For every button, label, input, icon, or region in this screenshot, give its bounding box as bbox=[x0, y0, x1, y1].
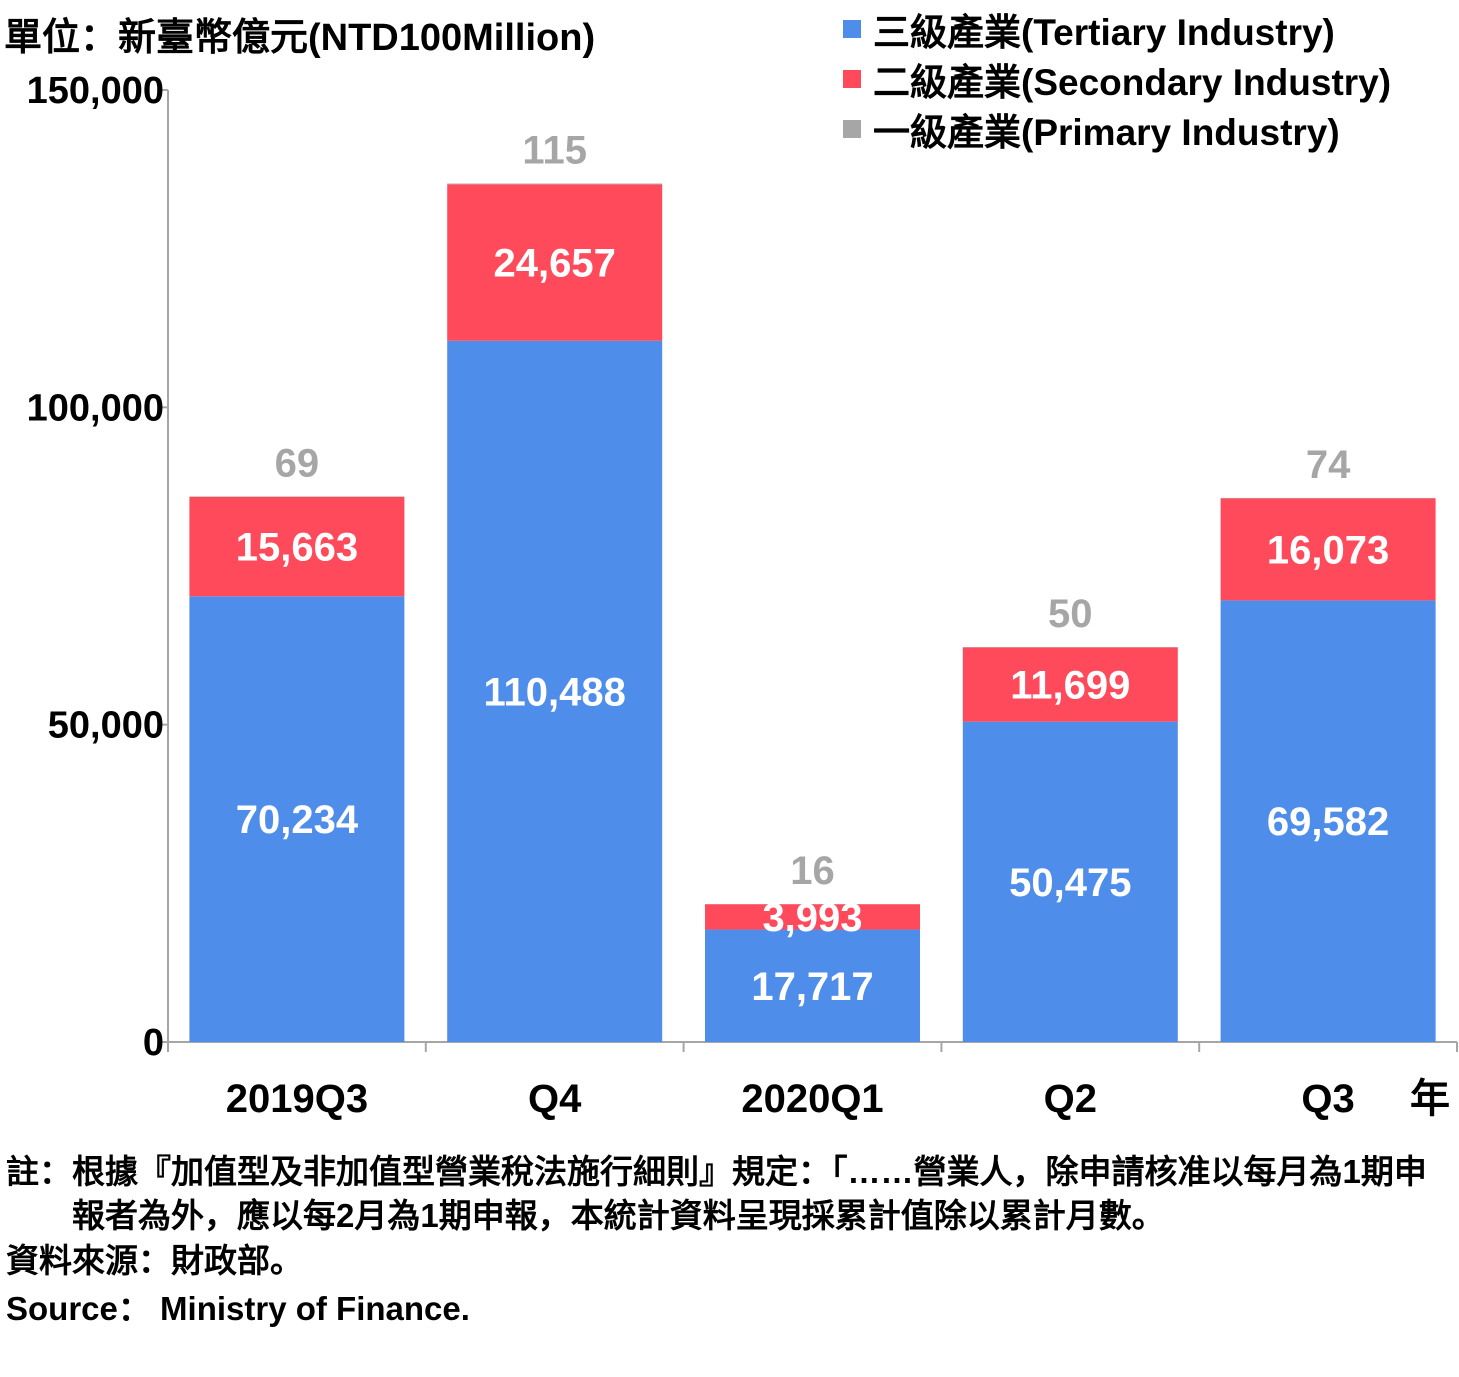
legend-item-primary: 一級產業(Primary Industry) bbox=[843, 104, 1391, 154]
bar-tertiary bbox=[189, 596, 405, 1042]
legend-swatch-tertiary bbox=[843, 20, 861, 38]
data-label-tertiary: 70,234 bbox=[236, 798, 359, 842]
notes: 註： 根據『加值型及非加值型營業稅法施行細則』規定：「……營業人，除申請核准以每… bbox=[6, 1150, 1456, 1332]
y-tick-label: 150,000 bbox=[27, 70, 164, 112]
data-label-tertiary: 17,717 bbox=[751, 965, 873, 1009]
note-text: 根據『加值型及非加值型營業稅法施行細則』規定：「……營業人，除申請核准以每月為1… bbox=[72, 1153, 1427, 1234]
x-axis-unit-label: 年 bbox=[1410, 1077, 1450, 1121]
legend: 三級產業(Tertiary Industry) 二級產業(Secondary I… bbox=[843, 4, 1391, 154]
x-tick-label: Q4 bbox=[528, 1077, 582, 1121]
source-zh: 資料來源：財政部。 bbox=[6, 1242, 303, 1279]
data-label-secondary: 16,073 bbox=[1267, 528, 1389, 572]
y-tick-label: 100,000 bbox=[27, 387, 164, 429]
bar-secondary bbox=[962, 647, 1178, 722]
legend-swatch-secondary bbox=[843, 70, 861, 88]
data-label-primary: 16 bbox=[790, 849, 835, 893]
bar-tertiary bbox=[962, 721, 1178, 1042]
y-tick-label: 0 bbox=[143, 1022, 164, 1064]
legend-label-primary: 一級產業(Primary Industry) bbox=[873, 112, 1340, 153]
source-en: Source： Ministry of Finance. bbox=[6, 1290, 470, 1327]
bar-secondary bbox=[705, 904, 920, 930]
legend-label-tertiary: 三級產業(Tertiary Industry) bbox=[873, 12, 1335, 53]
stacked-bar-chart: 0 50,000 100,000 150,000 70,234 15,663 69 2019Q… bbox=[27, 70, 1458, 1121]
x-tick-label: Q2 bbox=[1044, 1077, 1097, 1121]
data-label-primary: 74 bbox=[1306, 443, 1351, 487]
data-label-tertiary: 69,582 bbox=[1267, 800, 1389, 844]
data-label-primary: 115 bbox=[522, 129, 587, 173]
note-prefix: 註： bbox=[6, 1153, 72, 1190]
bar-secondary bbox=[1220, 498, 1436, 601]
data-label-secondary: 11,699 bbox=[1010, 664, 1130, 708]
legend-swatch-primary bbox=[843, 120, 861, 138]
legend-label-secondary: 二級產業(Secondary Industry) bbox=[873, 62, 1392, 103]
bar-tertiary bbox=[1220, 600, 1436, 1042]
legend-item-secondary: 二級產業(Secondary Industry) bbox=[843, 54, 1391, 104]
data-label-tertiary: 110,488 bbox=[484, 670, 626, 714]
unit-label: 單位：新臺幣億元(NTD100Million) bbox=[4, 17, 596, 59]
y-tick-label: 50,000 bbox=[48, 705, 164, 747]
data-label-tertiary: 50,475 bbox=[1009, 861, 1131, 905]
data-label-secondary: 24,657 bbox=[494, 242, 616, 286]
x-tick-label: 2019Q3 bbox=[226, 1077, 368, 1121]
note-row: 註： 根據『加值型及非加值型營業稅法施行細則』規定：「……營業人，除申請核准以每… bbox=[6, 1150, 1456, 1238]
x-tick-label: 2020Q1 bbox=[741, 1077, 883, 1121]
data-label-primary: 69 bbox=[275, 441, 320, 485]
legend-item-tertiary: 三級產業(Tertiary Industry) bbox=[843, 4, 1391, 54]
bar-secondary bbox=[447, 184, 663, 341]
bar-tertiary bbox=[705, 929, 920, 1042]
data-label-secondary: 15,663 bbox=[236, 526, 358, 570]
bar-tertiary bbox=[447, 340, 663, 1042]
data-label-secondary: 3,993 bbox=[762, 896, 862, 940]
bar-secondary bbox=[189, 496, 405, 597]
data-label-primary: 50 bbox=[1048, 592, 1093, 636]
x-tick-label: Q3 bbox=[1301, 1077, 1354, 1121]
bar-primary bbox=[447, 183, 663, 185]
